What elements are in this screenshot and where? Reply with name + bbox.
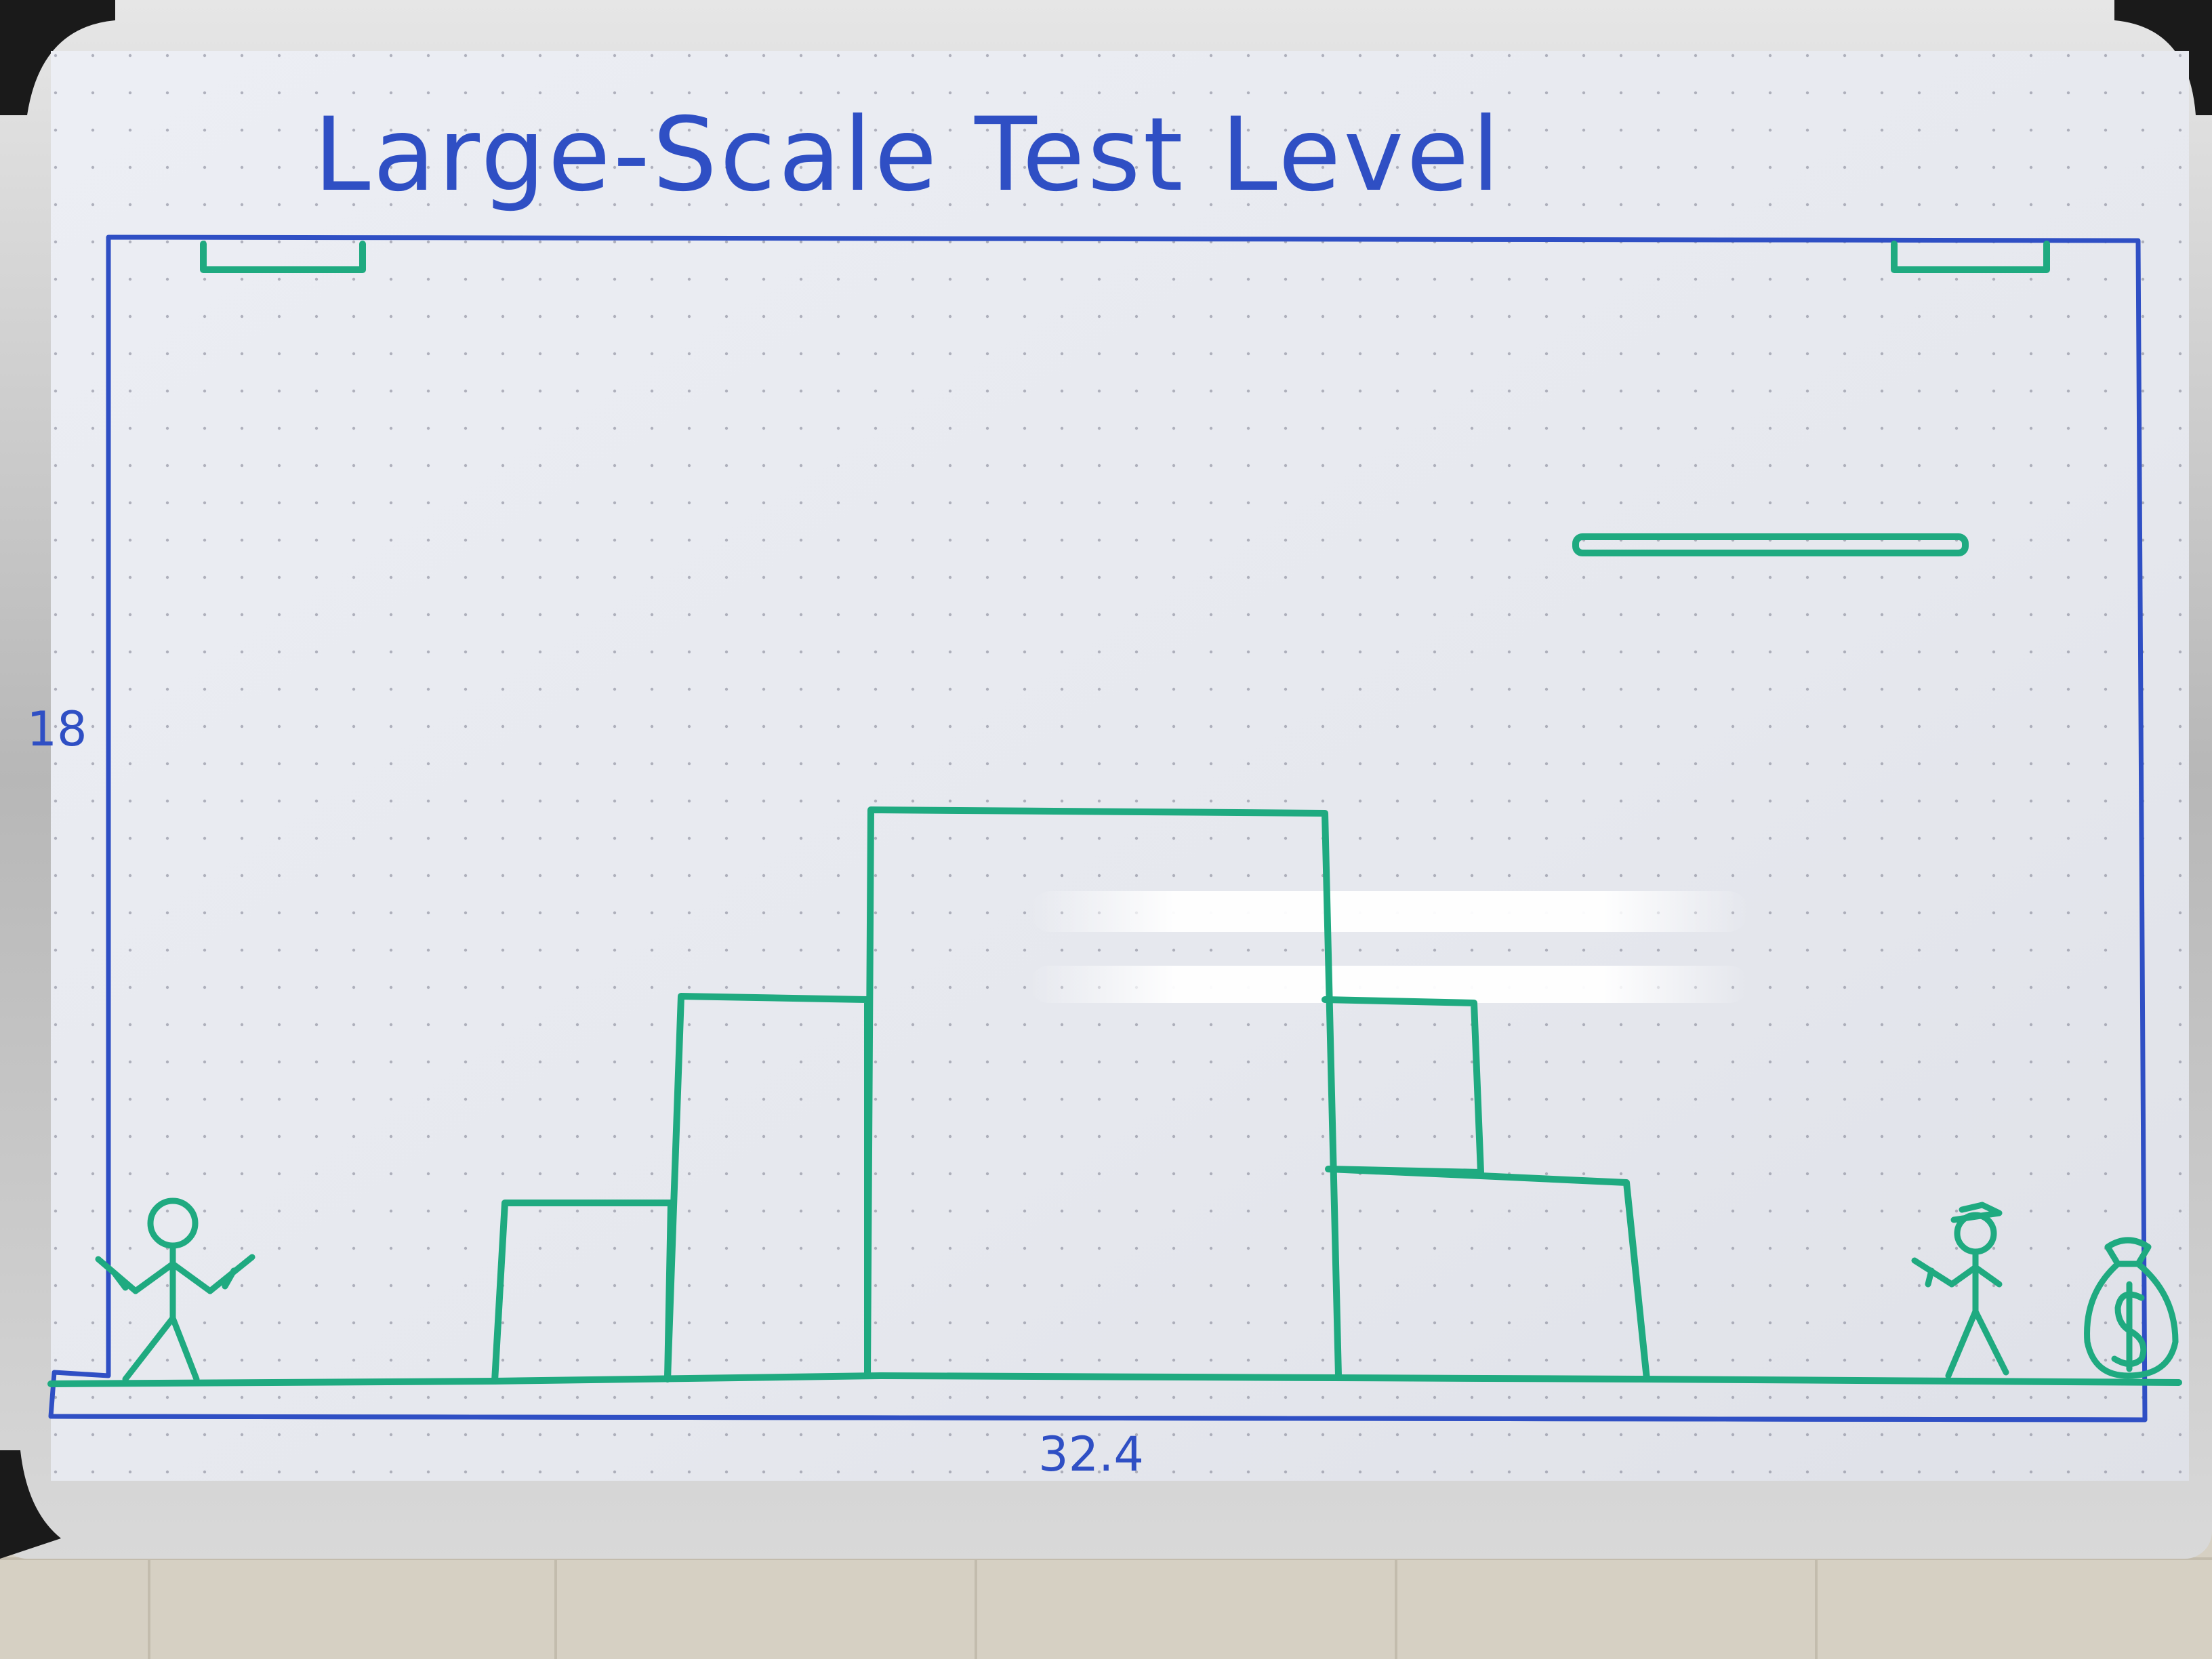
- floating-platform: [1572, 533, 1969, 556]
- gun-right-icon: [207, 1254, 255, 1294]
- enemy-stick-figure: [1911, 1202, 2009, 1379]
- level-width-label: 32.4: [1038, 1427, 1144, 1482]
- level-geometry: [47, 241, 2182, 1387]
- ceiling-bracket-left: [200, 241, 366, 273]
- ceiling-bracket-right: [1891, 241, 2050, 273]
- block-3-tower: [864, 806, 1342, 1379]
- dot-grid: [51, 51, 2189, 1481]
- hat-icon: [1950, 1202, 2003, 1223]
- level-boundary-bottom: [50, 1414, 2146, 1422]
- ground-line: [47, 1372, 2182, 1387]
- level-height-label: 18: [26, 701, 87, 757]
- enemy-gun-icon: [1911, 1257, 1955, 1288]
- corner-cap-top-right: [2114, 0, 2212, 115]
- block-5: [1326, 1166, 1650, 1382]
- corner-cap-top-left: [0, 0, 115, 115]
- corner-cap-bottom-left: [0, 1450, 61, 1559]
- light-glare: [1030, 891, 1748, 1003]
- gun-left-icon: [95, 1256, 139, 1294]
- money-bag-icon: [2084, 1237, 2179, 1379]
- level-title: Large-Scale Test Level: [314, 96, 1502, 214]
- player-stick-figure: [95, 1197, 255, 1382]
